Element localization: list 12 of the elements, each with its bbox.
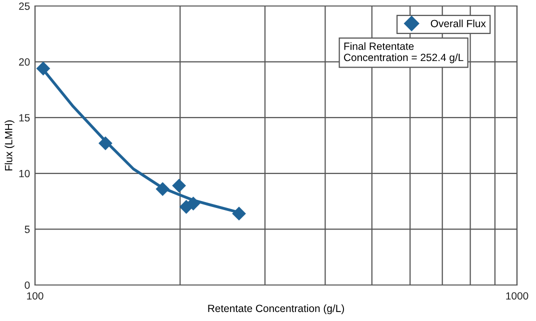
y-tick-label: 10: [19, 170, 30, 178]
x-tick-label: 1000: [506, 292, 528, 300]
y-tick-label: 5: [24, 226, 30, 234]
y-tick-label: 20: [19, 58, 30, 66]
y-axis-title: Flux (LMH): [4, 120, 14, 170]
x-axis-title: Retentate Concentration (g/L): [208, 304, 344, 314]
annotation: Final Retentate Concentration = 252.4 g/L: [344, 42, 464, 64]
y-tick-label: 0: [24, 282, 30, 289]
y-tick-label: 25: [19, 2, 30, 10]
legend-label: Overall Flux: [430, 20, 486, 28]
x-tick-label: 100: [27, 292, 44, 300]
y-tick-label: 15: [19, 114, 30, 122]
